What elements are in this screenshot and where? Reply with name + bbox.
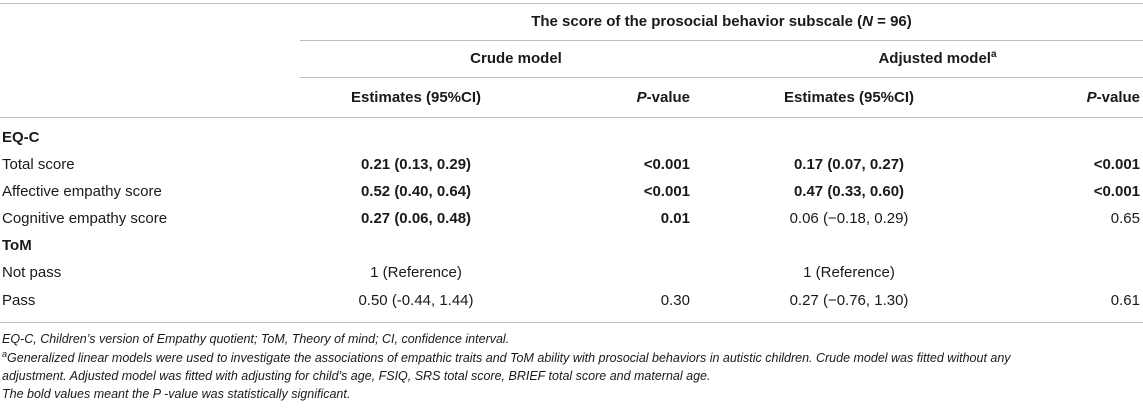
adjusted-model-header: Adjusted modela (878, 49, 997, 68)
adjusted-estimate: 0.06 (−0.18, 0.29) (789, 210, 909, 227)
crude-pvalue: <0.001 (643, 156, 690, 173)
crude-pvalue: 0.30 (660, 292, 690, 309)
footnote-a-line1: aGeneralized linear models were used to … (2, 348, 1011, 365)
abbreviations-note: EQ-C, Children’s version of Empathy quot… (2, 332, 510, 346)
row-label: Not pass (2, 264, 62, 281)
row-label: Cognitive empathy score (2, 210, 168, 227)
crude-estimate: 0.21 (0.13, 0.29) (360, 156, 472, 173)
group-label-eqc: EQ-C (2, 129, 40, 146)
table-title: The score of the prosocial behavior subs… (531, 13, 912, 30)
crude-pvalue: 0.01 (660, 210, 690, 227)
crude-estimates-header: Estimates (95%CI) (350, 89, 482, 106)
adjusted-pvalue: 0.65 (1110, 210, 1140, 227)
crude-pvalue-header: P-value (636, 89, 690, 106)
adjusted-pvalue-header: P-value (1086, 89, 1140, 106)
adjusted-estimates-header: Estimates (95%CI) (783, 89, 915, 106)
adjusted-pvalue: <0.001 (1093, 156, 1140, 173)
adjusted-pvalue: <0.001 (1093, 183, 1140, 200)
crude-model-header: Crude model (470, 50, 562, 67)
column-header-rule (0, 117, 1143, 118)
row-label: Affective empathy score (2, 183, 162, 200)
crude-estimate: 0.50 (-0.44, 1.44) (358, 292, 474, 309)
table-top-rule (0, 3, 1143, 4)
crude-estimate: 1 (Reference) (370, 264, 462, 281)
header-rule (300, 40, 1143, 41)
adjusted-estimate: 1 (Reference) (803, 264, 895, 281)
adjusted-estimate: 0.47 (0.33, 0.60) (793, 183, 905, 200)
bold-values-note: The bold values meant the P -value was s… (2, 387, 351, 401)
row-label: Total score (2, 156, 75, 173)
crude-estimate: 0.27 (0.06, 0.48) (360, 210, 472, 227)
footnote-a-line2: adjustment. Adjusted model was fitted wi… (2, 369, 711, 383)
crude-estimate: 0.52 (0.40, 0.64) (360, 183, 472, 200)
adjusted-estimate: 0.17 (0.07, 0.27) (793, 156, 905, 173)
row-label: Pass (2, 292, 36, 309)
adjusted-pvalue: 0.61 (1110, 292, 1140, 309)
table-bottom-rule (0, 322, 1143, 323)
group-label-tom: ToM (2, 237, 32, 254)
adjusted-estimate: 0.27 (−0.76, 1.30) (789, 292, 909, 309)
crude-pvalue: <0.001 (643, 183, 690, 200)
subheader-rule (300, 77, 1143, 78)
